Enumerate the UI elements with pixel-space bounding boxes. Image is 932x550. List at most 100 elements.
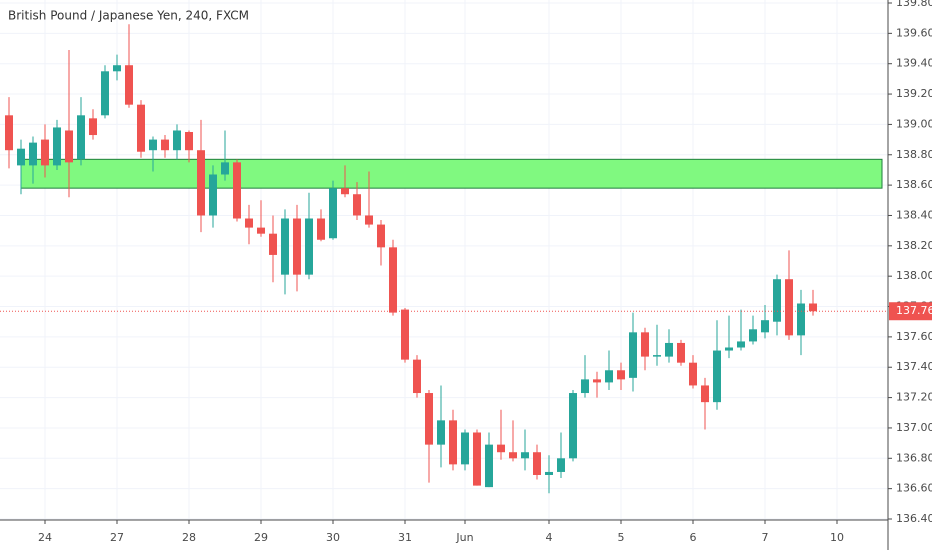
candle-body	[797, 303, 805, 336]
candle-body	[353, 194, 361, 216]
x-tick-label: 30	[326, 531, 340, 544]
candle-body	[113, 65, 121, 72]
y-tick-label: 139.000	[896, 117, 932, 130]
candle-body	[413, 359, 421, 394]
candle-body	[617, 370, 625, 380]
candle-body	[269, 233, 277, 255]
zone	[20, 158, 883, 189]
last-price-box	[889, 302, 932, 321]
x-tick-label: 5	[618, 531, 625, 544]
x-tick-label: 6	[690, 531, 697, 544]
candle-body	[293, 218, 301, 275]
candle-body	[593, 379, 601, 383]
candle-body	[521, 452, 529, 459]
y-tick-label: 136.400	[896, 512, 932, 525]
candle-body	[281, 218, 289, 275]
candle-body	[365, 215, 373, 225]
candle-body	[65, 130, 73, 163]
candle-body	[41, 139, 49, 166]
candle-body	[329, 188, 337, 239]
candle-body	[53, 127, 61, 166]
candle-body	[809, 303, 817, 312]
candle-body	[713, 350, 721, 403]
y-tick-label: 139.200	[896, 87, 932, 100]
candle-body	[149, 139, 157, 151]
x-tick-label: 7	[762, 531, 769, 544]
candle-body	[737, 341, 745, 348]
candle-body	[749, 329, 757, 342]
candle-body	[257, 227, 265, 234]
candle-body	[677, 342, 685, 363]
candle-body	[485, 444, 493, 488]
y-tick-label: 137.400	[896, 360, 932, 373]
x-tick-label: 10	[830, 531, 844, 544]
y-tick-label: 137.600	[896, 330, 932, 343]
candle-body	[425, 393, 433, 445]
candle-body	[449, 420, 457, 465]
candle-body	[545, 471, 553, 475]
candle-body	[509, 452, 517, 459]
candle-body	[533, 452, 541, 475]
candle-body	[137, 104, 145, 152]
candle-body	[5, 115, 13, 151]
candle-body	[377, 224, 385, 248]
candle-body	[725, 347, 733, 351]
last-price-label: 137.769	[896, 304, 932, 317]
candle-body	[761, 320, 769, 333]
candle-body	[185, 132, 193, 151]
candle-body	[317, 218, 325, 240]
candle-body	[197, 150, 205, 216]
candle-body	[785, 279, 793, 336]
candle-body	[101, 71, 109, 116]
candle-body	[689, 362, 697, 386]
x-tick-label: 29	[254, 531, 268, 544]
candle-body	[89, 118, 97, 136]
x-tick-label: 4	[546, 531, 553, 544]
candle-body	[773, 279, 781, 322]
y-tick-label: 136.600	[896, 482, 932, 495]
chart-title: British Pound / Japanese Yen, 240, FXCM	[8, 9, 249, 23]
y-tick-label: 137.200	[896, 391, 932, 404]
x-tick-label: 31	[398, 531, 412, 544]
candle-body	[581, 379, 589, 394]
y-tick-label: 138.800	[896, 148, 932, 161]
y-tick-label: 139.400	[896, 57, 932, 70]
candle-body	[401, 309, 409, 360]
y-tick-label: 138.000	[896, 269, 932, 282]
candle-body	[17, 148, 25, 166]
y-tick-label: 138.400	[896, 208, 932, 221]
x-tick-label: 24	[38, 531, 52, 544]
candle-body	[221, 162, 229, 175]
candle-body	[641, 332, 649, 357]
candle-body	[701, 385, 709, 403]
candle-body	[497, 444, 505, 453]
candle-body	[437, 420, 445, 445]
candle-body	[473, 432, 481, 486]
y-tick-label: 139.600	[896, 26, 932, 39]
candle-body	[665, 342, 673, 357]
candle-body	[605, 370, 613, 383]
candle-body	[233, 162, 241, 219]
x-tick-label: 28	[182, 531, 196, 544]
candle-body	[305, 218, 313, 275]
y-tick-label: 139.800	[896, 0, 932, 9]
candle-body	[173, 130, 181, 151]
y-tick-label: 136.800	[896, 451, 932, 464]
candle-body	[125, 65, 133, 105]
y-tick-label: 138.600	[896, 178, 932, 191]
candle-body	[161, 139, 169, 151]
candle-body	[389, 247, 397, 313]
y-tick-label: 137.000	[896, 421, 932, 434]
candle-body	[77, 115, 85, 160]
candle-body	[461, 432, 469, 465]
x-tick-label: Jun	[455, 531, 473, 544]
candle-body	[29, 142, 37, 166]
candle-body	[557, 458, 565, 472]
x-tick-label: 27	[110, 531, 124, 544]
candle-body	[341, 188, 349, 195]
y-tick-label: 138.200	[896, 239, 932, 252]
candle-body	[569, 393, 577, 459]
candle-body	[209, 174, 217, 216]
candle-body	[653, 355, 661, 357]
